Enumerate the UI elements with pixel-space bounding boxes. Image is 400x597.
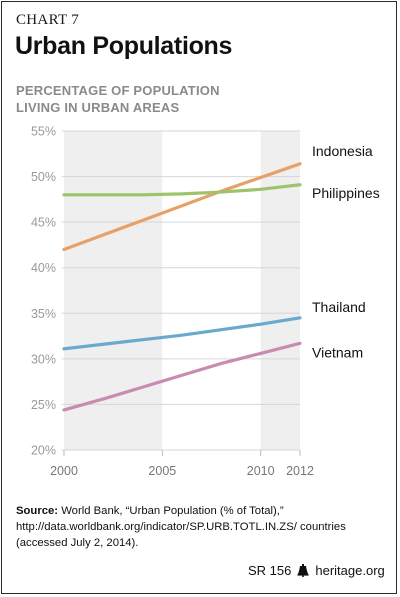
series-lines — [62, 162, 302, 412]
footer: SR 156 heritage.org — [248, 563, 385, 578]
shaded-band-1 — [260, 131, 300, 450]
y-tick-label: 20% — [31, 444, 56, 458]
y-tick-label: 25% — [31, 398, 56, 412]
y-tick-label: 40% — [31, 261, 56, 275]
x-tick-label: 2005 — [148, 464, 176, 478]
series-line-vietnam — [62, 341, 302, 412]
site-name: heritage.org — [315, 563, 385, 578]
y-tick-label: 30% — [31, 352, 56, 366]
source-text: World Bank, “Urban Population (% of Tota… — [16, 505, 346, 549]
series-label-vietnam: Vietnam — [312, 344, 363, 360]
y-tick-label: 50% — [31, 170, 56, 184]
y-axis-label-line-1: PERCENTAGE OF POPULATION — [16, 83, 220, 98]
x-tick-label: 2000 — [50, 464, 78, 478]
y-tick-labels: 20% 25% 30% 35% 40% 45% 50% 55% — [31, 125, 56, 458]
y-tick-label: 45% — [31, 216, 56, 230]
series-line-thailand — [62, 316, 302, 351]
series-label-thailand: Thailand — [312, 299, 366, 315]
shaded-band-0 — [64, 131, 163, 450]
liberty-bell-icon — [297, 564, 309, 577]
chart-number: CHART 7 — [16, 12, 80, 28]
series-line-philippines — [62, 183, 302, 197]
x-tick-label: 2010 — [247, 464, 275, 478]
x-tick-label: 2012 — [286, 464, 314, 478]
y-axis-label: PERCENTAGE OF POPULATION LIVING IN URBAN… — [16, 82, 276, 116]
series-line-indonesia — [62, 162, 302, 252]
gridlines — [62, 130, 300, 451]
shaded-bands — [64, 131, 300, 450]
y-axis-label-line-2: LIVING IN URBAN AREAS — [16, 100, 180, 115]
source-note: Source: World Bank, “Urban Population (%… — [16, 503, 386, 551]
series-label-philippines: Philippines — [312, 185, 380, 201]
page-title: Urban Populations — [15, 32, 233, 60]
series-label-indonesia: Indonesia — [312, 143, 373, 159]
y-tick-label: 35% — [31, 307, 56, 321]
series-labels: Indonesia Philippines Thailand Vietnam — [312, 143, 380, 361]
report-number: SR 156 — [248, 563, 292, 578]
x-tick-labels: 2000 2005 2010 2012 — [50, 450, 314, 478]
y-tick-label: 55% — [31, 125, 56, 139]
source-label: Source: — [16, 505, 59, 517]
